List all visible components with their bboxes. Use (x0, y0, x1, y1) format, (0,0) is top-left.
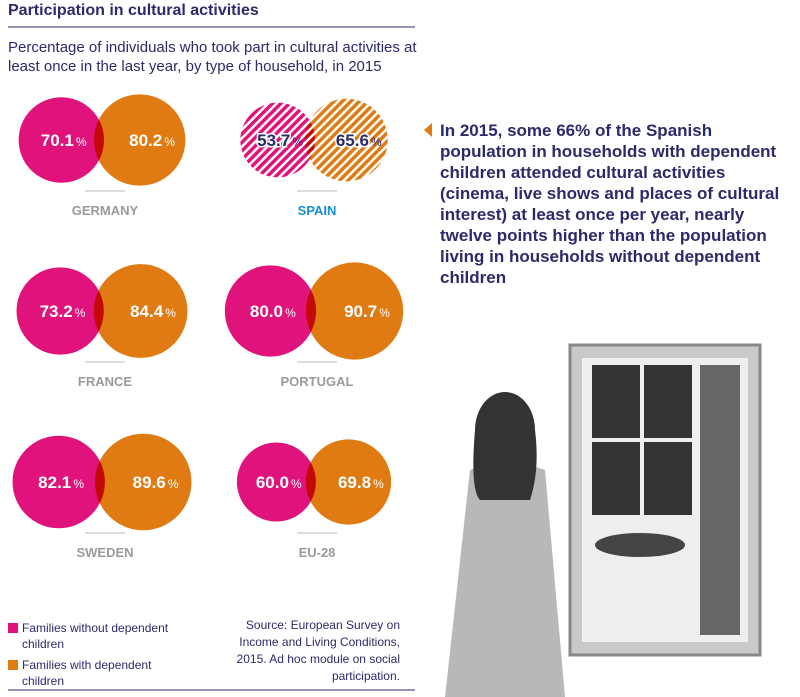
bullet (424, 123, 432, 137)
value-label: 70.1 (41, 131, 74, 150)
unit-label: % (373, 477, 384, 491)
subtitle: Percentage of individuals who took part … (8, 39, 417, 75)
painting-curtain (700, 365, 740, 635)
value-label: 84.4 (130, 302, 164, 321)
bubble (306, 262, 404, 360)
bubble (305, 98, 388, 182)
legend-item: Families without dependent children (8, 620, 172, 652)
bubble (18, 97, 105, 183)
unit-label: % (164, 135, 175, 149)
unit-label: % (379, 306, 390, 320)
photo (445, 343, 762, 697)
bubble (236, 442, 316, 522)
annotation: In 2015, some 66% of the Spanish populat… (440, 121, 780, 287)
source: Source: European Survey on Income and Li… (236, 618, 400, 683)
painting-bowl (595, 533, 685, 557)
value-label: 90.7 (344, 302, 377, 321)
bubble (240, 102, 316, 178)
unit-label: % (165, 306, 176, 320)
unit-label: % (168, 477, 179, 491)
value-label: 80.0 (250, 302, 283, 321)
value-label: 69.8 (338, 473, 371, 492)
unit-label: % (371, 135, 382, 149)
bubble (12, 435, 105, 529)
unit-label: % (292, 135, 303, 149)
bubble (93, 264, 188, 358)
category-label: PORTUGAL (281, 374, 354, 389)
value-label: 65.6 (336, 131, 369, 150)
bubble (94, 94, 186, 186)
legend-label: Families without dependent children (22, 621, 169, 651)
person-body (445, 462, 565, 697)
value-label: 89.6 (133, 473, 166, 492)
value-label: 80.2 (129, 131, 162, 150)
value-label: 82.1 (38, 473, 71, 492)
unit-label: % (73, 477, 84, 491)
legend-label: Families with dependent children (22, 658, 152, 688)
unit-label: % (75, 306, 86, 320)
value-label: 53.7 (257, 131, 290, 150)
legend-item: Families with dependent children (8, 657, 172, 689)
category-label: SPAIN (298, 203, 337, 218)
bubble (16, 267, 104, 355)
category-label: FRANCE (78, 374, 132, 389)
legend-swatch (8, 623, 18, 633)
category-label: EU-28 (299, 545, 336, 560)
unit-label: % (76, 135, 87, 149)
category-label: GERMANY (72, 203, 139, 218)
value-label: 60.0 (256, 473, 289, 492)
legend-swatch (8, 660, 18, 670)
unit-label: % (285, 306, 296, 320)
unit-label: % (291, 477, 302, 491)
bubble (224, 265, 317, 357)
person-hair-back (473, 430, 537, 500)
bubble (94, 433, 192, 531)
category-label: SWEDEN (76, 545, 133, 560)
bubble (305, 439, 392, 525)
chart-title: Participation in cultural activities (8, 2, 259, 19)
value-label: 73.2 (40, 302, 73, 321)
